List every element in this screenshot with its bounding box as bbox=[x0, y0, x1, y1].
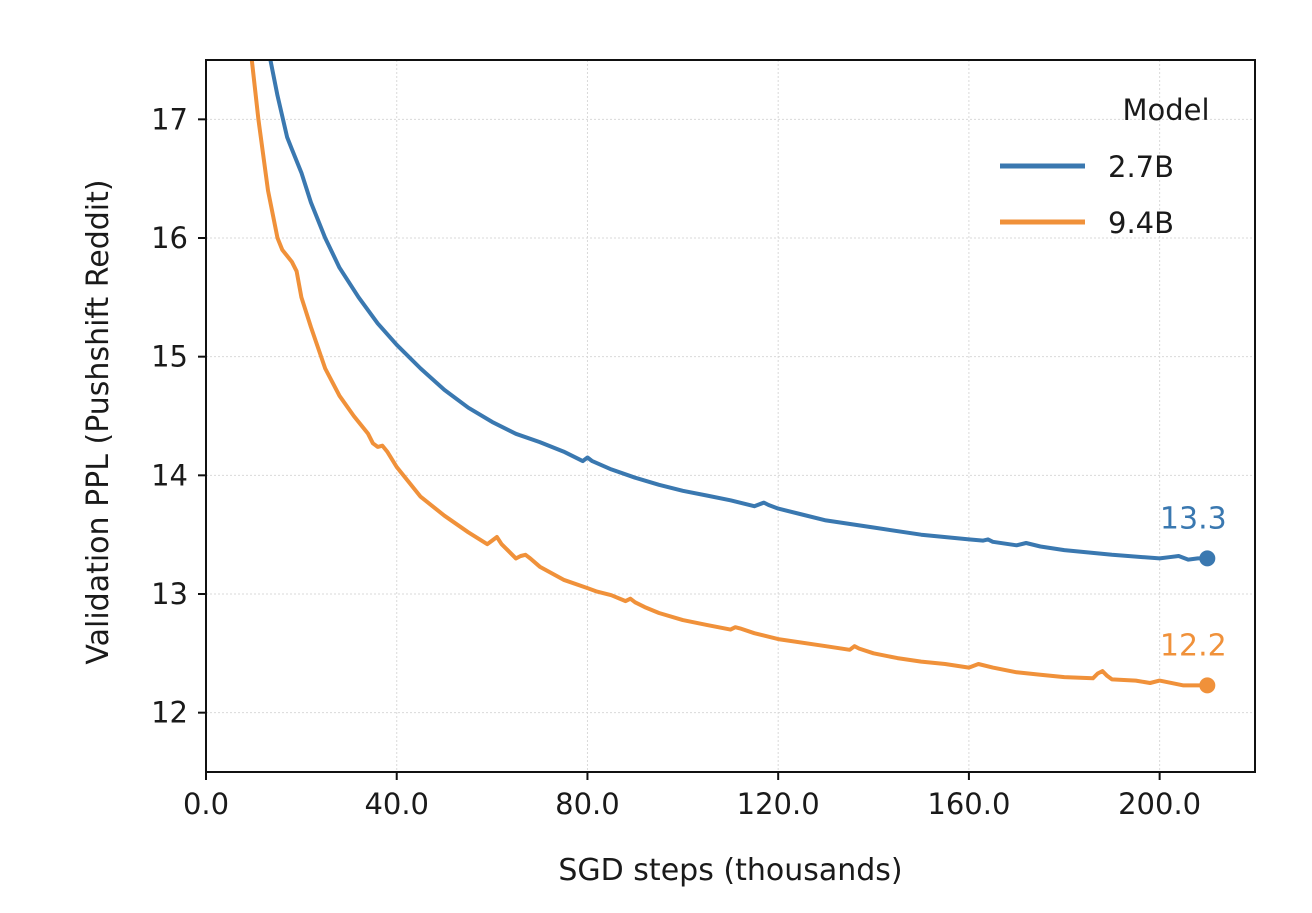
y-tick-label: 17 bbox=[151, 102, 188, 136]
legend-title: Model bbox=[1122, 93, 1209, 127]
series-end-label: 12.2 bbox=[1160, 628, 1227, 663]
y-axis-label: Validation PPL (Pushshift Reddit) bbox=[81, 179, 116, 664]
y-tick-label: 14 bbox=[151, 458, 188, 492]
y-tick-label: 16 bbox=[151, 221, 188, 255]
legend: Model 2.7B 9.4B bbox=[1000, 93, 1210, 240]
x-tick-label: 160.0 bbox=[927, 787, 1010, 821]
x-tick-label: 200.0 bbox=[1118, 787, 1201, 821]
x-axis-label: SGD steps (thousands) bbox=[558, 853, 902, 888]
x-tick-label: 0.0 bbox=[183, 787, 229, 821]
series-end-point-9-4B bbox=[1199, 677, 1216, 694]
x-tick-label: 40.0 bbox=[364, 787, 429, 821]
legend-items: 2.7B 9.4B bbox=[1000, 150, 1174, 240]
series-end-point-2-7B bbox=[1199, 550, 1216, 567]
axis-ticks: 0.0 40.0 80.0 120.0 160.0 200.0 12 13 14 15 16 17 bbox=[151, 102, 1201, 821]
y-tick-label: 15 bbox=[151, 340, 188, 374]
x-tick-label: 120.0 bbox=[737, 787, 820, 821]
legend-label: 9.4B bbox=[1108, 206, 1174, 240]
series-line-2-7B bbox=[268, 60, 1210, 562]
y-tick-label: 13 bbox=[151, 577, 188, 611]
end-markers: 13.3 12.2 bbox=[1160, 501, 1227, 694]
series-end-label: 13.3 bbox=[1160, 501, 1227, 536]
plot-frame bbox=[205, 59, 1256, 773]
series-line-9-4B bbox=[249, 60, 1210, 688]
legend-label: 2.7B bbox=[1108, 150, 1174, 184]
series-lines bbox=[249, 60, 1210, 688]
x-tick-label: 80.0 bbox=[555, 787, 620, 821]
y-tick-label: 12 bbox=[151, 696, 188, 730]
grid bbox=[205, 60, 1255, 772]
